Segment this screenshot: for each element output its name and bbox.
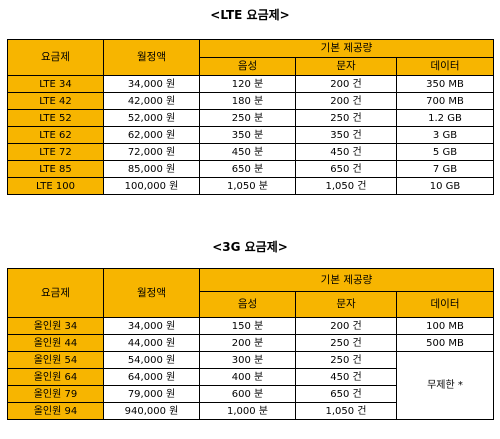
plan-name: 올인원 44 — [7, 334, 104, 352]
3g-header-plan: 요금제 — [7, 268, 104, 318]
plan-name: 올인원 34 — [7, 317, 104, 335]
data-amount: 10 GB — [396, 177, 494, 195]
table-row: LTE 72 72,000 원 450 분 450 건 5 GB — [7, 143, 494, 161]
lte-header-voice: 음성 — [199, 57, 296, 76]
lte-header-plan: 요금제 — [7, 39, 104, 76]
plan-name: 올인원 94 — [7, 402, 104, 420]
3g-plan-table: 요금제 월정액 기본 제공량 음성 문자 데이터 올인원 34 34,000 원… — [7, 267, 494, 420]
monthly-fee: 72,000 원 — [103, 143, 200, 161]
data-amount: 700 MB — [396, 92, 494, 110]
monthly-fee: 52,000 원 — [103, 109, 200, 127]
data-amount: 100 MB — [396, 317, 494, 335]
table-row: 올인원 34 34,000 원 150 분 200 건 100 MB — [7, 317, 494, 335]
sms-count: 450 건 — [295, 143, 397, 161]
data-amount: 500 MB — [396, 334, 494, 352]
3g-header-sms: 문자 — [295, 291, 397, 318]
data-amount: 1.2 GB — [396, 109, 494, 127]
sms-count: 450 건 — [295, 368, 397, 386]
monthly-fee: 85,000 원 — [103, 160, 200, 178]
voice-minutes: 600 분 — [199, 385, 296, 403]
plan-name: 올인원 54 — [7, 351, 104, 369]
data-amount: 5 GB — [396, 143, 494, 161]
lte-header-fee: 월정액 — [103, 39, 200, 76]
sms-count: 650 건 — [295, 160, 397, 178]
plan-name: 올인원 64 — [7, 368, 104, 386]
voice-minutes: 250 분 — [199, 109, 296, 127]
sms-count: 1,050 건 — [295, 402, 397, 420]
plan-name: 올인원 79 — [7, 385, 104, 403]
monthly-fee: 42,000 원 — [103, 92, 200, 110]
sms-count: 200 건 — [295, 317, 397, 335]
table-row: LTE 42 42,000 원 180 분 200 건 700 MB — [7, 92, 494, 110]
voice-minutes: 450 분 — [199, 143, 296, 161]
3g-header-fee: 월정액 — [103, 268, 200, 318]
table-row: LTE 100 100,000 원 1,050 분 1,050 건 10 GB — [7, 177, 494, 195]
3g-title: <3G 요금제> — [212, 240, 288, 254]
voice-minutes: 300 분 — [199, 351, 296, 369]
sms-count: 250 건 — [295, 109, 397, 127]
unlimited-data-note: 무제한 * — [396, 351, 494, 420]
table-row: LTE 62 62,000 원 350 분 350 건 3 GB — [7, 126, 494, 144]
voice-minutes: 180 분 — [199, 92, 296, 110]
monthly-fee: 940,000 원 — [103, 402, 200, 420]
3g-header-voice: 음성 — [199, 291, 296, 318]
lte-plan-table: 요금제 월정액 기본 제공량 음성 문자 데이터 LTE 34 34,000 원… — [7, 39, 494, 195]
voice-minutes: 650 분 — [199, 160, 296, 178]
sms-count: 200 건 — [295, 75, 397, 93]
voice-minutes: 1,000 분 — [199, 402, 296, 420]
voice-minutes: 400 분 — [199, 368, 296, 386]
plan-name: LTE 62 — [7, 126, 104, 144]
monthly-fee: 34,000 원 — [103, 317, 200, 335]
3g-header-data: 데이터 — [396, 291, 494, 318]
voice-minutes: 150 분 — [199, 317, 296, 335]
lte-header-data: 데이터 — [396, 57, 494, 76]
monthly-fee: 79,000 원 — [103, 385, 200, 403]
table-row: 올인원 44 44,000 원 200 분 250 건 500 MB — [7, 334, 494, 352]
monthly-fee: 64,000 원 — [103, 368, 200, 386]
table-row: LTE 85 85,000 원 650 분 650 건 7 GB — [7, 160, 494, 178]
monthly-fee: 62,000 원 — [103, 126, 200, 144]
data-amount: 3 GB — [396, 126, 494, 144]
plan-name: LTE 52 — [7, 109, 104, 127]
monthly-fee: 54,000 원 — [103, 351, 200, 369]
voice-minutes: 120 분 — [199, 75, 296, 93]
sms-count: 250 건 — [295, 351, 397, 369]
voice-minutes: 1,050 분 — [199, 177, 296, 195]
monthly-fee: 34,000 원 — [103, 75, 200, 93]
sms-count: 1,050 건 — [295, 177, 397, 195]
sms-count: 650 건 — [295, 385, 397, 403]
sms-count: 250 건 — [295, 334, 397, 352]
monthly-fee: 100,000 원 — [103, 177, 200, 195]
plan-name: LTE 72 — [7, 143, 104, 161]
lte-title: <LTE 요금제> — [210, 8, 290, 22]
table-row: 올인원 79 79,000 원 600 분 650 건 — [7, 385, 494, 403]
data-amount: 7 GB — [396, 160, 494, 178]
lte-header-group: 기본 제공량 — [199, 39, 494, 58]
table-row: 올인원 94 940,000 원 1,000 분 1,050 건 — [7, 402, 494, 420]
monthly-fee: 44,000 원 — [103, 334, 200, 352]
sms-count: 200 건 — [295, 92, 397, 110]
plan-name: LTE 34 — [7, 75, 104, 93]
table-row: 올인원 54 54,000 원 300 분 250 건 무제한 * — [7, 351, 494, 420]
plan-name: LTE 100 — [7, 177, 104, 195]
plan-name: LTE 85 — [7, 160, 104, 178]
table-row: LTE 34 34,000 원 120 분 200 건 350 MB — [7, 75, 494, 93]
sms-count: 350 건 — [295, 126, 397, 144]
table-row: LTE 52 52,000 원 250 분 250 건 1.2 GB — [7, 109, 494, 127]
data-amount: 350 MB — [396, 75, 494, 93]
voice-minutes: 350 분 — [199, 126, 296, 144]
3g-header-group: 기본 제공량 — [199, 267, 494, 293]
lte-header-sms: 문자 — [295, 57, 397, 76]
plan-name: LTE 42 — [7, 92, 104, 110]
voice-minutes: 200 분 — [199, 334, 296, 352]
